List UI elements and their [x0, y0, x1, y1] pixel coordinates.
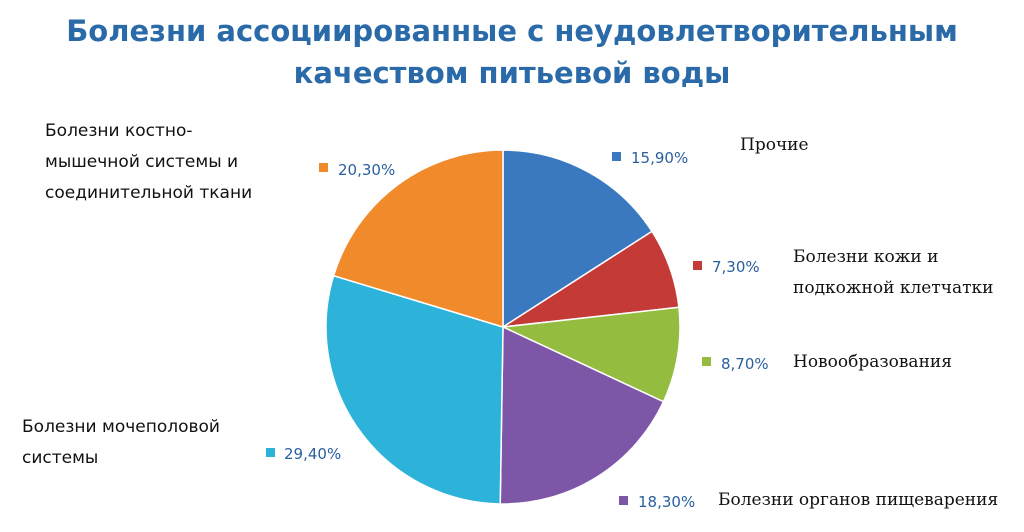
- chart-title: Болезни ассоциированные с неудовлетворит…: [0, 10, 1024, 94]
- slice-value-label: 15,90%: [631, 149, 688, 167]
- slice-marker: [619, 496, 628, 505]
- pie-labels: 15,90% Прочие 7,30% Болезни кожи и подкожной…: [22, 121, 998, 511]
- pie-slice: [502, 149, 653, 329]
- slice-category-label: Прочие: [740, 135, 809, 155]
- slice-category-label: Болезни кожи и подкожной клетчатки: [793, 247, 993, 298]
- slice-value-label: 7,30%: [712, 258, 760, 276]
- pie-slice: [499, 325, 665, 505]
- chart-title-line-1: Болезни ассоциированные с неудовлетворит…: [66, 14, 958, 48]
- slice-marker: [319, 163, 328, 172]
- pie-slices: [325, 149, 681, 505]
- slice-category-label: Болезни органов пищеварения: [718, 490, 998, 510]
- slice-marker: [612, 152, 621, 161]
- slice-marker: [693, 261, 702, 270]
- slice-category-label: Новообразования: [793, 352, 952, 372]
- pie-slice: [500, 306, 681, 403]
- slice-category-label: Болезни мочеполовой системы: [22, 417, 220, 468]
- slice-value-label: 29,40%: [284, 445, 341, 463]
- chart-title-line-2: качеством питьевой воды: [293, 56, 731, 90]
- pie-slice: [332, 149, 504, 329]
- slice-category-label: Болезни костно-мышечной системы и соедини…: [45, 121, 252, 203]
- slice-value-label: 18,30%: [638, 493, 695, 511]
- pie-slice: [325, 274, 504, 505]
- slice-marker: [702, 357, 711, 366]
- slice-value-label: 20,30%: [338, 161, 395, 179]
- slice-value-label: 8,70%: [721, 355, 769, 373]
- slice-marker: [266, 448, 275, 457]
